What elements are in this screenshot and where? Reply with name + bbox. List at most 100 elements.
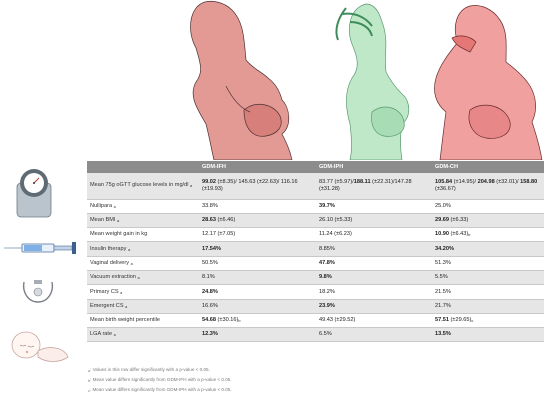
row-label-superscript: a — [130, 261, 133, 266]
cell-value: 12.17 (±7.05) — [202, 231, 236, 238]
cell-value: 26.10 (±5.33) — [319, 217, 353, 224]
cell-value: 54.68 — [202, 317, 216, 324]
row-label-text: Mean 75g oGTT glucose levels in mg/dl — [90, 182, 189, 189]
row-label: LGA rate a — [87, 327, 199, 343]
cell-value: 9.8% — [319, 274, 332, 281]
footnote-c: c: Mean value differs significantly from… — [88, 387, 232, 393]
cell-value: 8.1% — [202, 274, 215, 281]
cell-value: 21.5% — [435, 288, 451, 295]
baby-icon — [11, 331, 69, 362]
cell-value: 8.85% — [319, 245, 335, 252]
row-label: Primary CS a — [87, 284, 199, 300]
cell-value: 188.11 — [353, 179, 371, 186]
syringe-icon — [4, 242, 76, 254]
cell-value: (±30.16) — [216, 317, 239, 324]
table-cell: 13.5% — [432, 327, 544, 343]
table-row: Vaginal delivery a 50.5% 47.8% 51.3% — [87, 256, 544, 271]
table-row: LGA rate a 12.3% 6.5% 13.5% — [87, 327, 544, 343]
cell-value: 49.43 (±29.52) — [319, 317, 356, 324]
table-cell: 26.10 (±5.33) — [316, 213, 432, 229]
row-label-superscript: a — [190, 184, 193, 189]
table-row: Emergent CS a 16.6% 23.9% 21.7% — [87, 299, 544, 314]
table-row: Nullipara a 33.8% 39.7% 25.0% — [87, 199, 544, 214]
table-header-row: GDM-IFH GDM-IPH GDM-CH — [87, 161, 544, 173]
cell-value: 6.5% — [319, 331, 332, 338]
cell-value: (±29.65) — [449, 317, 472, 324]
table-cell: 6.5% — [316, 327, 432, 343]
cell-value: (±32.01)/ — [494, 179, 521, 186]
footnote-b-symbol: b — [88, 379, 91, 383]
row-label: Vacuum extraction a — [87, 270, 199, 286]
row-label: Mean 75g oGTT glucose levels in mg/dl a — [87, 173, 199, 200]
row-label: Vaginal delivery a — [87, 256, 199, 271]
table-cell: 57.51 (±29.65)c — [432, 313, 544, 329]
woman-ifh-figure — [190, 0, 293, 160]
table-cell: 54.68 (±30.16)b — [199, 313, 316, 329]
table-cell: 18.2% — [316, 284, 432, 300]
table-cell: 50.5% — [199, 256, 316, 271]
row-label: Insulin therapy a — [87, 241, 199, 257]
cell-value: 28.63 — [202, 217, 216, 224]
cell-value: (±8.35)/ 145.63 (±22.63)/ 116.16 (±19.93… — [202, 179, 298, 192]
cell-value: (±36.67) — [435, 185, 456, 192]
table-row: Mean weight gain in kg 12.17 (±7.05) 11.24… — [87, 227, 544, 243]
cell-value: (±6.33) — [449, 217, 469, 224]
cell-value: 5.5% — [435, 274, 448, 281]
row-label-text: Vacuum extraction — [90, 274, 136, 281]
row-label-text: Nullipara — [90, 202, 113, 209]
footnote-a: a: Values in this row differ significant… — [88, 367, 210, 373]
table-cell: 11.24 (±6.23) — [316, 227, 432, 243]
cell-value: 83.77 (±5.97)/ — [319, 179, 354, 186]
row-label: Mean BMI a — [87, 213, 199, 229]
cell-value: 16.6% — [202, 302, 218, 309]
table-cell: 105.84 (±14.95)/ 204.98 (±32.01)/ 158.80… — [432, 173, 544, 200]
table-cell: 17.54% — [199, 241, 316, 257]
row-label-superscript: a — [120, 290, 123, 295]
cell-value: 33.8% — [202, 202, 218, 209]
table-cell: 99.02 (±8.35)/ 145.63 (±22.63)/ 116.16 (… — [199, 173, 316, 200]
row-label-text: Vaginal delivery — [90, 259, 130, 266]
cell-value: 21.7% — [435, 302, 451, 309]
table-cell: 5.5% — [432, 270, 544, 286]
cell-value: 204.98 — [477, 179, 495, 186]
cell-superscript: b — [468, 233, 471, 238]
row-label-superscript: a — [127, 247, 131, 252]
cell-value: 11.24 (±6.23) — [319, 231, 352, 238]
table-cell: 21.5% — [432, 284, 544, 300]
table-cell: 34.20% — [432, 241, 544, 257]
table-cell: 9.8% — [316, 270, 432, 286]
footnote-a-symbol: a — [88, 369, 91, 373]
table-row: Vacuum extraction a 8.1% 9.8% 5.5% — [87, 270, 544, 286]
row-label-superscript: a — [113, 333, 116, 338]
cell-value: 50.5% — [202, 259, 218, 266]
cell-value: (±6.43) — [449, 231, 469, 238]
row-label: Mean weight gain in kg — [87, 227, 199, 243]
row-label: Emergent CS a — [87, 299, 199, 314]
cell-value: 47.8% — [319, 259, 335, 266]
scale-icon — [16, 169, 52, 218]
table-cell: 33.8% — [199, 199, 316, 214]
table-row: Primary CS a 24.8% 18.2% 21.5% — [87, 284, 544, 300]
row-label-superscript: a — [113, 204, 116, 209]
row-label: Mean birth weight percentile — [87, 313, 199, 329]
table-cell: 16.6% — [199, 299, 316, 314]
table-cell: 8.1% — [199, 270, 316, 286]
table-cell: 12.3% — [199, 327, 316, 343]
footnote-b: b: Mean value differs significantly from… — [88, 377, 232, 383]
row-label-text: Mean birth weight percentile — [90, 317, 160, 324]
table-cell: 51.3% — [432, 256, 544, 271]
table-cell: 21.7% — [432, 299, 544, 314]
cell-value: 23.9% — [319, 302, 335, 309]
row-label-superscript: a — [125, 304, 128, 309]
cell-value: 57.51 — [435, 317, 449, 324]
woman-iph-figure — [335, 3, 410, 160]
table-cell: 10.90 (±6.43)b — [432, 227, 544, 243]
header-gdm-iph: GDM-IPH — [316, 161, 432, 173]
cell-value: 29.69 — [435, 217, 449, 224]
cell-value: 24.8% — [202, 288, 218, 295]
footnote-c-text: : Mean value differs significantly from … — [89, 387, 232, 392]
row-label: Nullipara a — [87, 199, 199, 214]
table-cell: 83.77 (±5.97)/188.11 (±22.31)/147.28 (±3… — [316, 173, 432, 200]
cell-value: 17.54% — [202, 245, 221, 252]
